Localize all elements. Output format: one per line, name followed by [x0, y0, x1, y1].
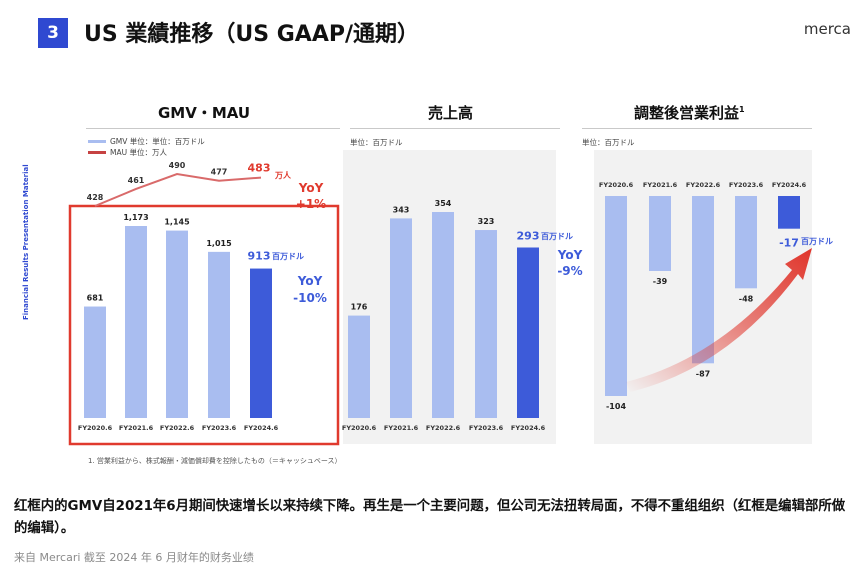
mau-yoy-value: +1% [296, 197, 326, 211]
mau-value-label: 483 [248, 162, 271, 175]
legend-mau-label: MAU 単位：万人 [110, 148, 167, 157]
op-panel-title: 調整後営業利益1 [634, 102, 745, 123]
op-unit: 単位：百万ドル [582, 138, 635, 147]
op-bar [735, 196, 757, 289]
source-note: 来自 Mercari 截至 2024 年 6 月财年的财务业绩 [14, 551, 254, 564]
op-bar [649, 196, 671, 271]
mau-value-label: 428 [87, 193, 104, 202]
legend-gmv-swatch [88, 140, 106, 143]
slide-title: US 業績推移（US GAAP/通期） [84, 22, 420, 47]
op-value-label: -39 [653, 277, 668, 286]
footnote: 1. 営業利益から、株式報酬・減価償却費を控除したもの（＝キャッシュベース） [88, 457, 342, 465]
op-bar [778, 196, 800, 229]
revenue-value-label: 354 [435, 199, 452, 208]
gmv-bar [250, 268, 272, 418]
mau-value-label: 477 [211, 168, 228, 177]
highlight-box [68, 204, 340, 446]
revenue-unit-label: 百万ドル [541, 232, 573, 241]
revenue-title-rule [350, 128, 560, 129]
op-value-label: -104 [606, 402, 626, 411]
gmv-bar [84, 306, 106, 418]
op-value-label: -17 [779, 237, 799, 250]
gmv-bar [208, 251, 230, 418]
legend-gmv: GMV 単位：単位：百万ドル [88, 136, 205, 147]
op-title-rule [582, 128, 812, 129]
gmv-tick-label: FY2024.6 [244, 424, 279, 432]
revenue-chart: 176 FY2020.6 343 FY2021.6 354 FY2022.6 323 FY20… [342, 150, 583, 444]
mau-unit-label: 万人 [274, 170, 292, 180]
revenue-value-label: 343 [393, 205, 410, 214]
gmv-chart: 681 FY2020.6 1,173 FY2021.6 1,145 FY2022.6 1,0… [68, 161, 340, 446]
brand-logo-text: merca [803, 20, 851, 38]
gmv-bar [125, 226, 147, 418]
revenue-bar [475, 230, 497, 418]
op-tick-label: FY2021.6 [643, 181, 678, 189]
revenue-bar [432, 212, 454, 418]
legend-gmv-label: GMV 単位：単位：百万ドル [110, 137, 205, 146]
slide-number-badge: 3 [38, 18, 68, 48]
revenue-tick-label: FY2022.6 [426, 424, 461, 432]
gmv-value-label: 1,145 [164, 218, 190, 227]
op-bar [605, 196, 627, 396]
gmv-tick-label: FY2023.6 [202, 424, 237, 432]
op-value-label: -87 [696, 369, 710, 378]
op-tick-label: FY2023.6 [729, 181, 764, 189]
op-tick-label: FY2020.6 [599, 181, 634, 189]
mau-value-label: 490 [169, 161, 186, 170]
gmv-panel-title: GMV・MAU [158, 104, 251, 122]
article-caption: 红框内的GMV自2021年6月期间快速增长以来持续下降。再生是一个主要问题，但公… [14, 499, 846, 536]
op-tick-label: FY2024.6 [772, 181, 807, 189]
operating-income-chart: FY2020.6 FY2021.6 FY2022.6 FY2023.6 FY2024.6… [594, 150, 833, 444]
op-tick-label: FY2022.6 [686, 181, 721, 189]
gmv-yoy-value: -10% [293, 291, 327, 305]
op-value-label: -48 [739, 294, 754, 303]
revenue-bar [517, 247, 539, 418]
op-bar [692, 196, 714, 364]
gmv-value-label: 1,173 [123, 213, 148, 222]
revenue-tick-label: FY2024.6 [511, 424, 546, 432]
op-panel-title-footnote-mark: 1 [739, 105, 745, 114]
revenue-tick-label: FY2021.6 [384, 424, 419, 432]
revenue-panel-title: 売上高 [428, 104, 474, 122]
revenue-value-label: 323 [478, 217, 495, 226]
mau-line [94, 172, 262, 207]
revenue-bar [348, 315, 370, 418]
gmv-value-label: 913 [248, 250, 271, 263]
gmv-title-rule [86, 128, 340, 129]
gmv-bar [166, 230, 188, 418]
gmv-yoy-label: YoY [297, 274, 323, 288]
op-unit-label: 百万ドル [801, 237, 833, 246]
gmv-value-label: 1,015 [206, 239, 232, 248]
mau-yoy-label: YoY [298, 181, 324, 195]
gmv-tick-label: FY2022.6 [160, 424, 195, 432]
op-panel-title-text: 調整後営業利益 [634, 104, 740, 122]
gmv-unit-label: 百万ドル [272, 252, 304, 261]
revenue-value-label: 176 [351, 303, 368, 312]
trend-arrow [626, 248, 812, 392]
revenue-tick-label: FY2023.6 [469, 424, 504, 432]
revenue-tick-label: FY2020.6 [342, 424, 377, 432]
gmv-tick-label: FY2021.6 [119, 424, 154, 432]
revenue-bar [390, 218, 412, 418]
revenue-yoy-label: YoY [557, 248, 583, 262]
revenue-value-label: 293 [517, 229, 540, 242]
legend-mau: MAU 単位：万人 [88, 147, 205, 158]
gmv-tick-label: FY2020.6 [78, 424, 113, 432]
legend-mau-swatch [88, 151, 106, 154]
gmv-value-label: 681 [87, 294, 104, 303]
revenue-unit: 単位：百万ドル [350, 138, 403, 147]
gmv-legend: GMV 単位：単位：百万ドル MAU 単位：万人 [88, 136, 205, 158]
mau-value-label: 461 [128, 176, 145, 185]
revenue-yoy-value: -9% [557, 264, 582, 278]
